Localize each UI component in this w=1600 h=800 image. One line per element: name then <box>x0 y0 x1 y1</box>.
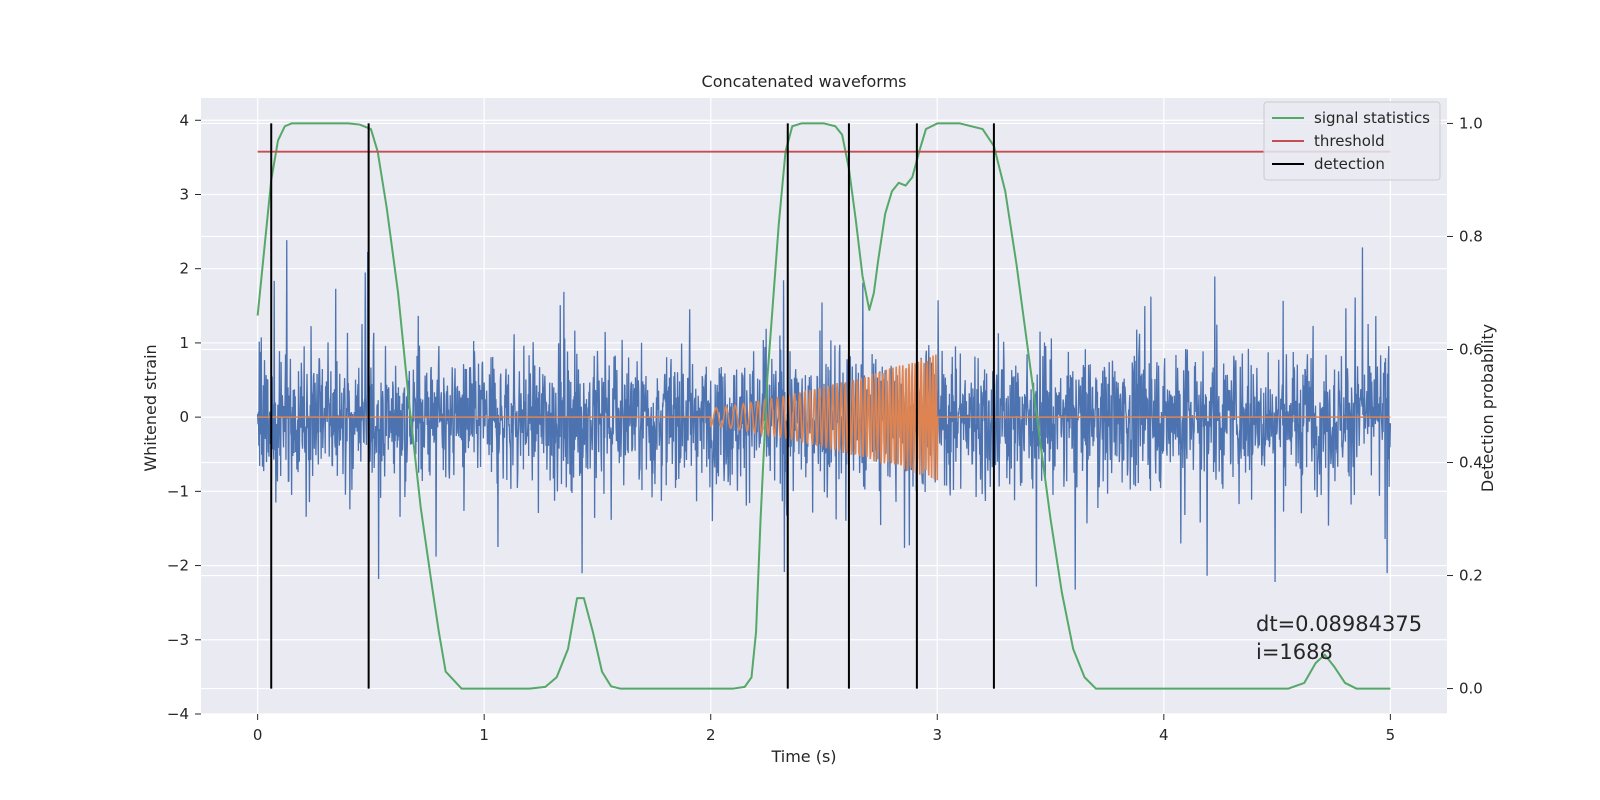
x-axis-label: Time (s) <box>770 747 836 766</box>
annotation-line: i=1688 <box>1256 640 1333 664</box>
y2-tick-label: 0.6 <box>1459 340 1483 358</box>
x-tick-label: 3 <box>932 726 942 744</box>
legend: signal statistics threshold detection <box>1263 101 1441 181</box>
x-tick-label: 4 <box>1159 726 1169 744</box>
chart-title: Concatenated waveforms <box>702 72 907 91</box>
y2-tick-label: 0.4 <box>1459 454 1483 472</box>
y-axis-label: Whitened strain <box>141 344 160 471</box>
y-tick-label: 4 <box>179 111 189 129</box>
y2-tick-label: 1.0 <box>1459 114 1483 132</box>
annotation-line: dt=0.08984375 <box>1256 612 1422 636</box>
x-tick-label: 1 <box>479 726 489 744</box>
y-tick-label: 2 <box>179 260 189 278</box>
signal-statistics-line <box>256 122 1391 690</box>
annotation-text: dt=0.08984375 i=1688 <box>1256 612 1422 664</box>
legend-label: signal statistics <box>1314 109 1430 127</box>
y-tick-label: −2 <box>167 557 189 575</box>
y-tick-label: 0 <box>179 408 189 426</box>
y2-tick-label: 0.0 <box>1459 680 1483 698</box>
legend-box <box>1263 101 1441 181</box>
axes: 0 1 2 3 4 5 −4 −3 −2 −1 0 1 2 3 4 0.0 0.2 0.4 0.6 0.8 1.0 <box>167 111 1483 744</box>
legend-label: detection <box>1314 155 1385 173</box>
y-tick-label: 3 <box>179 185 189 203</box>
chart-marks <box>256 122 1392 690</box>
y2-tick-label: 0.8 <box>1459 227 1483 245</box>
x-tick-label: 2 <box>706 726 716 744</box>
y-tick-label: −3 <box>167 631 189 649</box>
y-tick-label: −4 <box>167 705 189 723</box>
y-tick-label: 1 <box>179 334 189 352</box>
y2-axis-label: Detection probability <box>1478 324 1497 492</box>
strain-noise-line <box>256 240 1392 590</box>
y-tick-label: −1 <box>167 482 189 500</box>
y2-tick-label: 0.2 <box>1459 567 1483 585</box>
legend-label: threshold <box>1314 132 1385 150</box>
x-tick-label: 0 <box>253 726 263 744</box>
injected-waveform-line <box>257 354 1391 481</box>
x-tick-label: 5 <box>1386 726 1396 744</box>
